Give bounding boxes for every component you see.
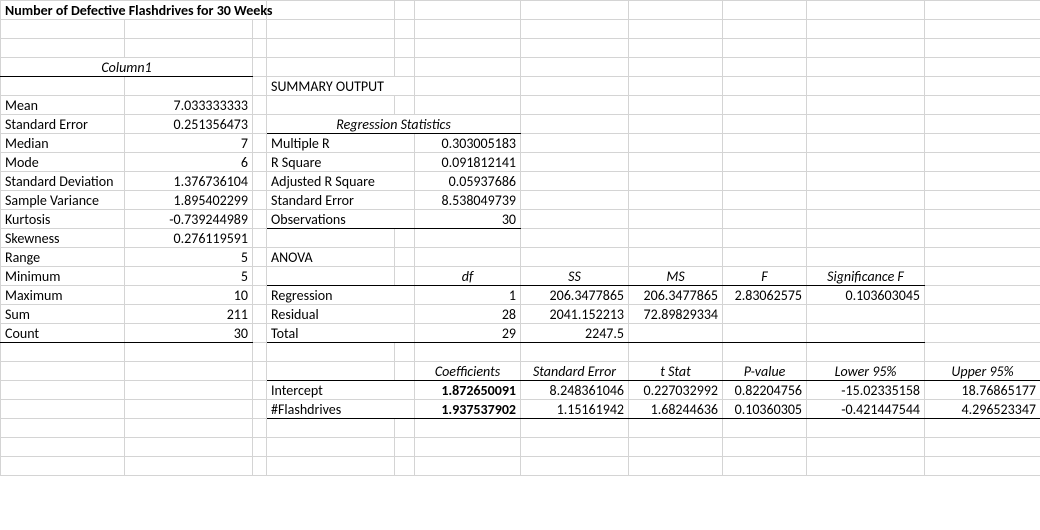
reg-label: Observations [267, 210, 415, 229]
stat-value: 7 [125, 134, 253, 153]
coef-cell: 8.248361046 [521, 381, 629, 400]
coef-col: t Stat [629, 362, 723, 381]
reg-value: 30 [415, 210, 521, 229]
stat-value: 1.376736104 [125, 172, 253, 191]
anova-col: SS [521, 267, 629, 286]
stat-value: 0.276119591 [125, 229, 253, 248]
anova-cell: 28 [415, 305, 521, 324]
coef-col: P-value [723, 362, 807, 381]
stat-label: Standard Deviation [1, 172, 125, 191]
col1-header: Column1 [1, 58, 253, 77]
spreadsheet: Number of Defective Flashdrives for 30 W… [0, 0, 1040, 476]
anova-row-label: Residual [267, 305, 415, 324]
reg-value: 0.05937686 [415, 172, 521, 191]
stat-label: Sum [1, 305, 125, 324]
anova-cell: 206.3477865 [521, 286, 629, 305]
reg-label: Standard Error [267, 191, 415, 210]
stat-label: Median [1, 134, 125, 153]
stat-value: 5 [125, 248, 253, 267]
anova-cell: 2.83062575 [723, 286, 807, 305]
coef-cell: -0.421447544 [807, 400, 925, 419]
anova-col: MS [629, 267, 723, 286]
stat-value: 1.895402299 [125, 191, 253, 210]
anova-cell: 0.103603045 [807, 286, 925, 305]
reg-label: R Square [267, 153, 415, 172]
anova-cell: 206.3477865 [629, 286, 723, 305]
anova-col: df [415, 267, 521, 286]
reg-value: 0.091812141 [415, 153, 521, 172]
stat-label: Count [1, 324, 125, 343]
coef-cell: 1.937537902 [415, 400, 521, 419]
coef-cell: 4.296523347 [925, 400, 1040, 419]
reg-value: 0.303005183 [415, 134, 521, 153]
stat-label: Standard Error [1, 115, 125, 134]
anova-cell: 1 [415, 286, 521, 305]
coef-col: Upper 95% [925, 362, 1040, 381]
coef-cell: 0.82204756 [723, 381, 807, 400]
coef-cell: -15.02335158 [807, 381, 925, 400]
coef-cell: 1.68244636 [629, 400, 723, 419]
coef-row-label: Intercept [267, 381, 415, 400]
page-title: Number of Defective Flashdrives for 30 W… [1, 1, 267, 20]
reg-value: 8.538049739 [415, 191, 521, 210]
stat-value: 30 [125, 324, 253, 343]
anova-cell: 72.89829334 [629, 305, 723, 324]
anova-cell: 29 [415, 324, 521, 343]
anova-col: Significance F [807, 267, 925, 286]
stat-value: 10 [125, 286, 253, 305]
coef-col: Standard Error [521, 362, 629, 381]
coef-cell: 0.10360305 [723, 400, 807, 419]
anova-cell: 2041.152213 [521, 305, 629, 324]
coef-cell: 0.227032992 [629, 381, 723, 400]
stat-value: 5 [125, 267, 253, 286]
anova-col: F [723, 267, 807, 286]
stat-label: Sample Variance [1, 191, 125, 210]
anova-row-label: Total [267, 324, 415, 343]
summary-output-label: SUMMARY OUTPUT [267, 77, 415, 96]
coef-cell: 18.76865177 [925, 381, 1040, 400]
stat-label: Maximum [1, 286, 125, 305]
reg-label: Multiple R [267, 134, 415, 153]
coef-cell: 1.15161942 [521, 400, 629, 419]
stat-label: Minimum [1, 267, 125, 286]
stat-value: -0.739244989 [125, 210, 253, 229]
stat-label: Range [1, 248, 125, 267]
stat-label: Skewness [1, 229, 125, 248]
anova-cell: 2247.5 [521, 324, 629, 343]
stat-value: 6 [125, 153, 253, 172]
coef-row-label: #Flashdrives [267, 400, 415, 419]
coef-col: Lower 95% [807, 362, 925, 381]
stat-value: 7.033333333 [125, 96, 253, 115]
coef-col: Coefficients [415, 362, 521, 381]
anova-header: ANOVA [267, 248, 395, 267]
reg-label: Adjusted R Square [267, 172, 415, 191]
coef-cell: 1.872650091 [415, 381, 521, 400]
anova-row-label: Regression [267, 286, 415, 305]
regression-stats-header: Regression Statistics [267, 115, 521, 134]
stat-label: Mean [1, 96, 125, 115]
stat-value: 0.251356473 [125, 115, 253, 134]
stat-value: 211 [125, 305, 253, 324]
stat-label: Kurtosis [1, 210, 125, 229]
stat-label: Mode [1, 153, 125, 172]
